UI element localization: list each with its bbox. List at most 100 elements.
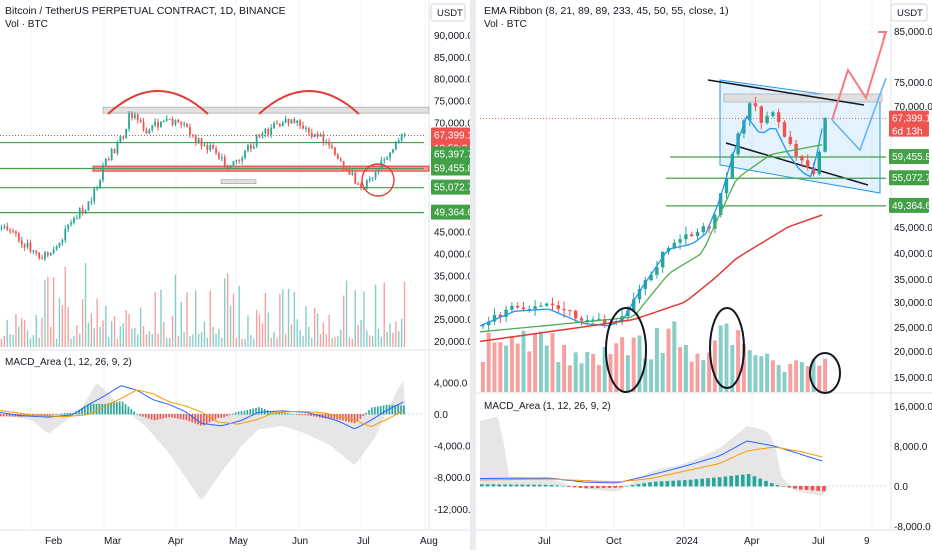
price-tick-label: 85,000.0 <box>434 53 470 64</box>
currency-box <box>890 3 928 22</box>
left-candle-body <box>293 119 296 123</box>
price-badge-bg <box>889 149 929 165</box>
macd-histogram-bar <box>211 414 214 421</box>
macd-histogram-bar <box>171 414 173 418</box>
left-candle-body <box>232 161 235 166</box>
macd-histogram-bar <box>255 407 257 415</box>
macd-histogram-bar <box>284 412 286 415</box>
macd-histogram-bar <box>374 406 376 415</box>
macd-histogram-bar <box>290 413 292 415</box>
left-candle-body <box>342 161 345 170</box>
macd-histogram-bar <box>26 414 28 417</box>
left-candle-body <box>128 113 130 129</box>
macd-histogram-bar <box>362 414 365 417</box>
right-candle-body <box>481 325 485 327</box>
left-candle-body <box>316 133 319 137</box>
right-candle-body <box>759 106 763 123</box>
volume-bar <box>189 335 191 347</box>
left-candle-body <box>157 122 159 128</box>
volume-bar <box>174 274 177 347</box>
volume-bar <box>360 320 362 347</box>
macd-tick-label: -12,000.0 <box>434 505 470 516</box>
volume-bar <box>334 336 336 347</box>
left-candle-body <box>160 121 162 128</box>
right-candle-body <box>637 289 642 300</box>
left-chart-pane[interactable]: Bitcoin / TetherUS PERPETUAL CONTRACT, 1… <box>0 0 477 550</box>
macd-histogram-bar <box>104 403 106 415</box>
volume-bar <box>302 335 304 347</box>
macd-histogram-bar <box>377 406 379 415</box>
volume-bar <box>357 324 359 347</box>
volume-bar <box>267 312 269 347</box>
volume-bar <box>585 352 590 392</box>
price-tick-label: 75,000.0 <box>434 97 470 108</box>
volume-bar <box>380 336 383 347</box>
volume-bar <box>128 313 130 347</box>
macd-histogram-bar <box>298 414 301 416</box>
volume-bar <box>340 329 342 347</box>
macd-histogram-bar <box>677 480 681 487</box>
volume-bar <box>770 360 775 392</box>
volume-bar <box>177 335 180 347</box>
currency-label: USDT <box>437 8 463 19</box>
pane-divider[interactable] <box>470 0 476 550</box>
left-candle-body <box>154 122 157 126</box>
volume-bar <box>313 307 316 347</box>
left-candle-body <box>136 114 139 121</box>
left-candle-body <box>104 158 107 166</box>
macd-histogram-bar <box>200 414 202 426</box>
right-chart-canvas[interactable]: EMA Ribbon (8, 21, 89, 89, 233, 45, 50, … <box>476 0 932 550</box>
volume-bar <box>788 363 793 392</box>
volume-bar <box>116 338 119 347</box>
right-candle-body <box>713 215 717 229</box>
volume-bar <box>192 334 194 347</box>
macd-histogram-bar <box>799 486 803 490</box>
left-candle-body <box>84 210 87 213</box>
volume-bar <box>6 320 8 347</box>
macd-histogram-bar <box>625 485 629 487</box>
price-badge-text: 59,455.8 <box>892 152 931 163</box>
left-candle-body <box>241 158 244 161</box>
volume-bar <box>296 319 298 347</box>
volume-bar <box>389 323 391 347</box>
left-candle-body <box>284 118 287 123</box>
macd-histogram-bar <box>58 413 60 415</box>
macd-histogram-bar <box>214 414 217 420</box>
volume-bar <box>79 333 81 347</box>
macd-histogram-bar <box>174 414 176 419</box>
price-badge-bg <box>431 146 471 162</box>
left-candle-body <box>186 123 188 127</box>
right-candle-body <box>521 307 526 310</box>
right-candle-body <box>545 303 549 306</box>
left-candle-body <box>368 178 371 181</box>
left-candle-body <box>145 129 148 133</box>
left-candle-body <box>258 135 261 137</box>
macd-histogram-bar <box>307 414 309 416</box>
time-axis-label: Jun <box>292 536 308 547</box>
right-chart-pane[interactable]: EMA Ribbon (8, 21, 89, 89, 233, 45, 50, … <box>476 0 932 550</box>
volume-bar <box>15 314 17 347</box>
left-candle-body <box>334 147 336 155</box>
left-chart-canvas[interactable]: Bitcoin / TetherUS PERPETUAL CONTRACT, 1… <box>0 0 477 550</box>
left-candle-body <box>9 229 12 232</box>
left-candle-body <box>310 132 313 138</box>
price-tick-label: 90,000.0 <box>434 31 470 42</box>
macd-histogram-bar <box>561 485 565 487</box>
left-candle-body <box>270 127 273 135</box>
volume-bar <box>527 351 532 392</box>
volume-bar <box>9 334 11 347</box>
left-candle-body <box>374 171 377 178</box>
time-axis-label: Feb <box>45 536 63 547</box>
right-candle-body <box>626 310 630 317</box>
macd-histogram-bar <box>514 484 519 487</box>
macd-histogram-bar <box>642 483 646 487</box>
macd-histogram-bar <box>168 414 170 418</box>
macd-histogram-bar <box>607 486 612 488</box>
left-candle-body <box>365 180 368 190</box>
left-candle-body <box>55 246 58 250</box>
macd-histogram-bar <box>252 408 254 415</box>
macd-histogram-bar <box>816 486 820 491</box>
macd-histogram-bar <box>520 484 525 487</box>
left-candle-body <box>389 152 391 158</box>
volume-bar <box>579 363 584 392</box>
